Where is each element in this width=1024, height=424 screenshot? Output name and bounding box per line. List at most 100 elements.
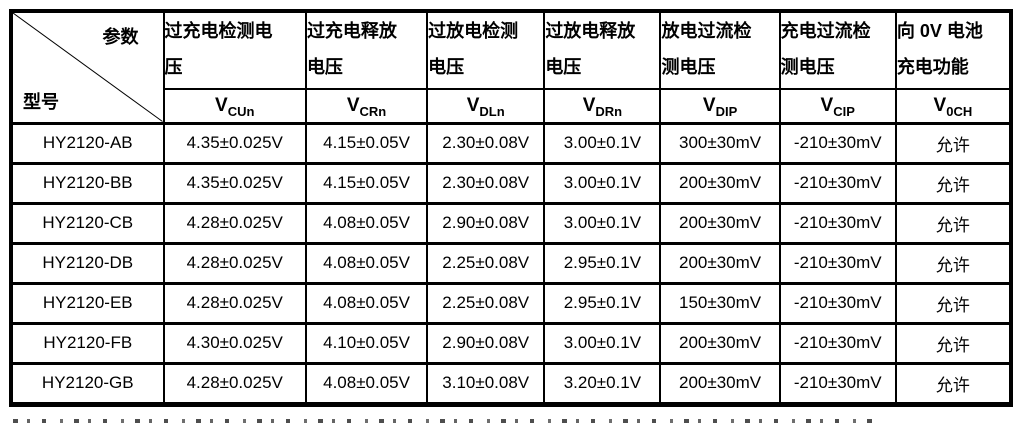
col-symbol-vdln: VDLn <box>426 88 546 124</box>
cell-value: 3.00±0.1V <box>543 161 662 205</box>
cell-value: 4.15±0.05V <box>304 121 429 165</box>
corner-param-label: 参数 <box>102 27 139 47</box>
col-header-discharge-overcurrent-detection-voltage: 放电过流检 测电压 <box>659 11 781 90</box>
table-row: HY2120-FB 4.30±0.025V 4.10±0.05V 2.90±0.… <box>11 321 1012 365</box>
header-line: 测电压 <box>780 57 835 77</box>
symbol-base: V <box>933 94 947 116</box>
cell-value: 4.10±0.05V <box>304 321 429 365</box>
symbol-subscript: CUn <box>227 103 255 119</box>
spec-table: 参数 型号 过充电检测电 压 过充电释放 电压 过放电检测 电压 过放电释放 <box>9 9 1013 407</box>
cell-value: 3.20±0.1V <box>543 361 662 405</box>
cell-value: 2.90±0.08V <box>426 321 546 365</box>
zero-volt-charge-allowed: 允许 <box>894 121 1012 165</box>
table-row: HY2120-GB 4.28±0.025V 4.08±0.05V 3.10±0.… <box>11 361 1012 405</box>
symbol-base: V <box>466 94 480 116</box>
cell-value: 4.28±0.025V <box>162 361 307 405</box>
cell-value: 2.25±0.08V <box>426 241 546 285</box>
header-line: 充电功能 <box>896 57 969 77</box>
col-symbol-vdrn: VDRn <box>543 88 662 124</box>
cell-value: 200±30mV <box>659 161 781 205</box>
symbol-subscript: DRn <box>595 103 623 119</box>
cell-value: -210±30mV <box>778 161 897 205</box>
cell-value: -210±30mV <box>778 201 897 245</box>
col-header-overcharge-detection-voltage: 过充电检测电 压 <box>162 11 307 90</box>
cell-value: 150±30mV <box>659 281 781 325</box>
corner-model-label: 型号 <box>23 91 59 112</box>
cell-value: 300±30mV <box>659 121 781 165</box>
cell-value: 200±30mV <box>659 361 781 405</box>
model-name: HY2120-EB <box>11 281 165 325</box>
header-line: 测电压 <box>661 57 716 77</box>
cell-value: 4.30±0.025V <box>162 321 307 365</box>
cell-value: 200±30mV <box>659 241 781 285</box>
col-symbol-vcun: VCUn <box>162 88 307 124</box>
symbol-subscript: DIP <box>715 103 738 119</box>
cell-value: -210±30mV <box>778 121 897 165</box>
zero-volt-charge-allowed: 允许 <box>894 321 1012 365</box>
zero-volt-charge-allowed: 允许 <box>894 361 1012 405</box>
header-line: 过放电检测 <box>428 21 519 41</box>
table-row: HY2120-DB 4.28±0.025V 4.08±0.05V 2.25±0.… <box>11 241 1012 285</box>
cell-value: 3.00±0.1V <box>543 121 662 165</box>
zero-volt-charge-allowed: 允许 <box>894 241 1012 285</box>
header-row-names: 参数 型号 过充电检测电 压 过充电释放 电压 过放电检测 电压 过放电释放 <box>11 11 1012 124</box>
header-line: 充电过流检 <box>780 21 871 41</box>
table-row: HY2120-EB 4.28±0.025V 4.08±0.05V 2.25±0.… <box>11 281 1012 325</box>
diagonal-line <box>13 13 163 122</box>
model-parameter-table: 参数 型号 过充电检测电 压 过充电释放 电压 过放电检测 电压 过放电释放 <box>11 11 1012 405</box>
corner-cell: 参数 型号 <box>11 11 165 124</box>
cell-value: 4.28±0.025V <box>162 281 307 325</box>
cell-value: 3.00±0.1V <box>543 201 662 245</box>
model-name: HY2120-AB <box>11 121 165 165</box>
zero-volt-charge-allowed: 允许 <box>894 161 1012 205</box>
col-header-charge-overcurrent-detection-voltage: 充电过流检 测电压 <box>778 11 897 90</box>
symbol-subscript: DLn <box>479 103 505 119</box>
header-line: 过充电释放 <box>306 21 397 41</box>
cell-value: 4.08±0.05V <box>304 281 429 325</box>
clipped-text-remnant <box>13 419 881 423</box>
header-line: 电压 <box>545 57 582 77</box>
cell-value: 3.10±0.08V <box>426 361 546 405</box>
cell-value: 4.35±0.025V <box>162 161 307 205</box>
cell-value: 2.30±0.08V <box>426 121 546 165</box>
cell-value: 4.08±0.05V <box>304 241 429 285</box>
zero-volt-charge-allowed: 允许 <box>894 281 1012 325</box>
header-line: 过放电释放 <box>545 21 636 41</box>
col-symbol-vcrn: VCRn <box>304 88 429 124</box>
symbol-subscript: 0CH <box>946 103 973 119</box>
header-line: 向 0V 电池 <box>896 21 983 41</box>
col-symbol-vdip: VDIP <box>659 88 781 124</box>
col-symbol-v0ch: V0CH <box>894 88 1012 124</box>
cell-value: -210±30mV <box>778 281 897 325</box>
header-line: 压 <box>164 57 183 77</box>
table-row: HY2120-CB 4.28±0.025V 4.08±0.05V 2.90±0.… <box>11 201 1012 245</box>
col-header-overdischarge-release-voltage: 过放电释放 电压 <box>543 11 662 90</box>
cell-value: 4.28±0.025V <box>162 201 307 245</box>
header-line: 放电过流检 <box>661 21 752 41</box>
cell-value: 4.15±0.05V <box>304 161 429 205</box>
header-row-symbols: VCUn VCRn VDLn VDRn VDIP VCIP V0CH <box>12 88 1012 124</box>
table-row: HY2120-BB 4.35±0.025V 4.15±0.05V 2.30±0.… <box>11 161 1012 205</box>
zero-volt-charge-allowed: 允许 <box>894 201 1012 245</box>
cell-value: 2.90±0.08V <box>426 201 546 245</box>
cell-value: 200±30mV <box>659 321 781 365</box>
symbol-base: V <box>215 94 228 116</box>
model-name: HY2120-GB <box>11 361 165 405</box>
cell-value: 2.25±0.08V <box>426 281 546 325</box>
model-name: HY2120-BB <box>11 161 165 205</box>
cell-value: 4.28±0.025V <box>162 241 307 285</box>
cell-value: 2.30±0.08V <box>426 161 546 205</box>
cell-value: 4.08±0.05V <box>304 361 429 405</box>
cell-value: 2.95±0.1V <box>543 281 662 325</box>
symbol-subscript: CIP <box>833 103 855 119</box>
cell-value: -210±30mV <box>778 241 897 285</box>
model-name: HY2120-CB <box>11 201 165 245</box>
cell-value: -210±30mV <box>778 321 897 365</box>
header-line: 过充电检测电 <box>164 21 273 41</box>
cell-value: 4.08±0.05V <box>304 201 429 245</box>
col-header-zero-volt-charge-function: 向 0V 电池 充电功能 <box>894 11 1012 90</box>
cell-value: 4.35±0.025V <box>162 121 307 165</box>
table-row: HY2120-AB 4.35±0.025V 4.15±0.05V 2.30±0.… <box>11 121 1012 165</box>
col-symbol-vcip: VCIP <box>778 88 897 124</box>
